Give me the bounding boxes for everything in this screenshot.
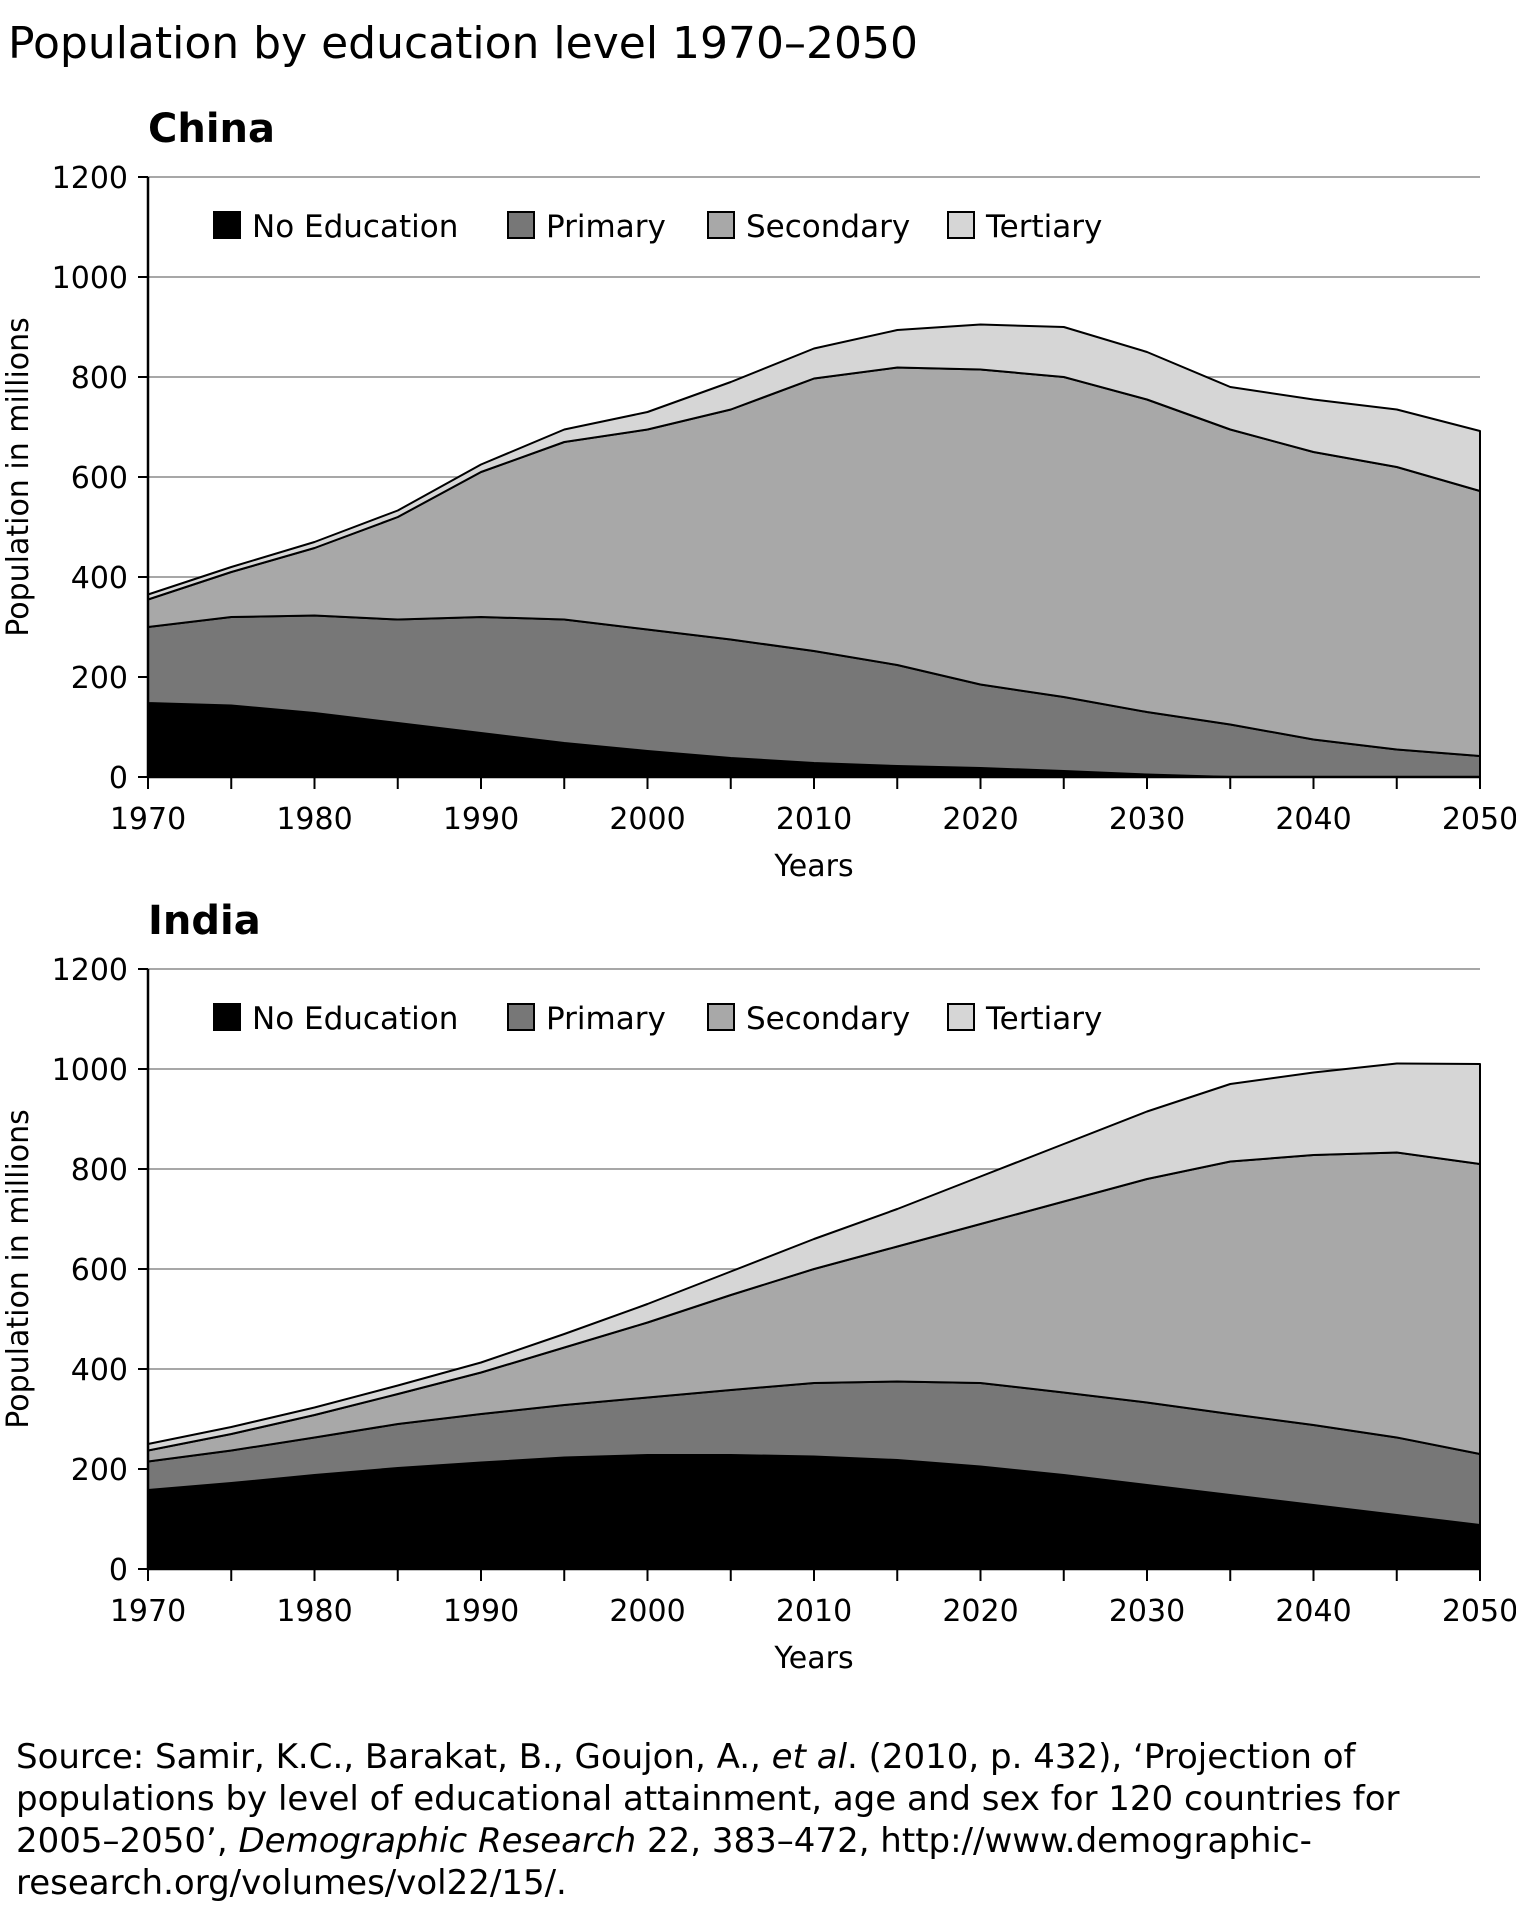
china-legend-label-secondary: Secondary	[746, 209, 910, 245]
india-x-tick-label: 2000	[609, 1594, 685, 1629]
india-legend-swatch-no-education	[213, 1003, 241, 1031]
india-chart-title: India	[148, 898, 261, 944]
china-legend-swatch-secondary	[707, 211, 735, 239]
china-x-tick-label: 2040	[1275, 802, 1351, 837]
india-y-tick-label: 1200	[52, 953, 128, 988]
china-legend-label-primary: Primary	[546, 209, 666, 245]
india-y-tick-label: 1000	[52, 1053, 128, 1088]
china-y-tick-label: 600	[71, 461, 128, 496]
china-area-tertiary	[147, 323, 1481, 601]
india-chart: India 0 200 400 600 800 1000 1200 1970 1980 1990 20…	[1, 898, 1516, 1676]
china-chart-title: China	[148, 106, 275, 152]
source-suffix: 22, 383–472, http://www.demographic-rese…	[16, 1821, 1312, 1903]
china-legend-swatch-no-education	[213, 211, 241, 239]
india-y-tick-label: 600	[71, 1253, 128, 1288]
china-legend-label-no-education: No Education	[252, 209, 458, 245]
china-legend-swatch-primary	[507, 211, 535, 239]
india-legend-label-tertiary: Tertiary	[985, 1001, 1102, 1037]
india-legend-swatch-secondary	[707, 1003, 735, 1031]
china-x-axis-label: Years	[773, 849, 853, 884]
china-y-tick-label: 200	[71, 661, 128, 696]
india-x-tick-label: 2030	[1109, 1594, 1185, 1629]
china-x-tick-label: 1990	[443, 802, 519, 837]
figure-title: Population by education level 1970–2050	[8, 18, 918, 69]
india-y-axis-label: Population in millions	[1, 1109, 36, 1429]
source-citation: Source: Samir, K.C., Barakat, B., Goujon…	[16, 1736, 1506, 1904]
china-y-tick-label: 800	[71, 361, 128, 396]
india-x-tick-label: 2010	[776, 1594, 852, 1629]
china-y-tick-label: 1000	[52, 261, 128, 296]
china-x-tick-label: 2010	[776, 802, 852, 837]
india-legend-swatch-tertiary	[947, 1003, 975, 1031]
india-x-tick-label: 1990	[443, 1594, 519, 1629]
china-y-tick-label: 1200	[52, 161, 128, 196]
india-y-tick-label: 200	[71, 1453, 128, 1488]
source-journal: Demographic Research	[238, 1821, 637, 1861]
india-y-tick-label: 400	[71, 1353, 128, 1388]
china-legend-label-tertiary: Tertiary	[985, 209, 1102, 245]
china-legend-swatch-tertiary	[947, 211, 975, 239]
india-x-tick-label: 2020	[942, 1594, 1018, 1629]
china-x-tick-label: 2030	[1109, 802, 1185, 837]
china-x-tick-label: 1970	[110, 802, 186, 837]
india-legend-swatch-primary	[507, 1003, 535, 1031]
india-x-axis-label: Years	[773, 1641, 853, 1676]
india-legend-label-primary: Primary	[546, 1001, 666, 1037]
india-x-tick-label: 1980	[276, 1594, 352, 1629]
china-y-tick-label: 0	[109, 761, 128, 796]
source-middle: . (2010, p. 432), ‘Projection of populat…	[16, 1737, 1400, 1861]
china-x-tick-label: 2050	[1442, 802, 1516, 837]
china-x-tick-label: 1980	[276, 802, 352, 837]
source-et-al: et al	[771, 1737, 848, 1777]
india-y-tick-label: 0	[109, 1553, 128, 1588]
india-legend-label-secondary: Secondary	[746, 1001, 910, 1037]
india-x-tick-label: 1970	[110, 1594, 186, 1629]
china-x-tick-label: 2020	[942, 802, 1018, 837]
india-x-tick-label: 2050	[1442, 1594, 1516, 1629]
china-chart: China 0 200 400 600 800 1000 1200 1970 1980 1990 20…	[1, 106, 1516, 884]
india-x-tick-label: 2040	[1275, 1594, 1351, 1629]
china-y-tick-label: 400	[71, 561, 128, 596]
china-x-tick-label: 2000	[609, 802, 685, 837]
china-y-axis-label: Population in millions	[1, 317, 36, 637]
source-prefix: Source: Samir, K.C., Barakat, B., Goujon…	[16, 1737, 772, 1777]
india-y-tick-label: 800	[71, 1153, 128, 1188]
india-area-tertiary	[147, 1062, 1481, 1452]
india-legend-label-no-education: No Education	[252, 1001, 458, 1037]
